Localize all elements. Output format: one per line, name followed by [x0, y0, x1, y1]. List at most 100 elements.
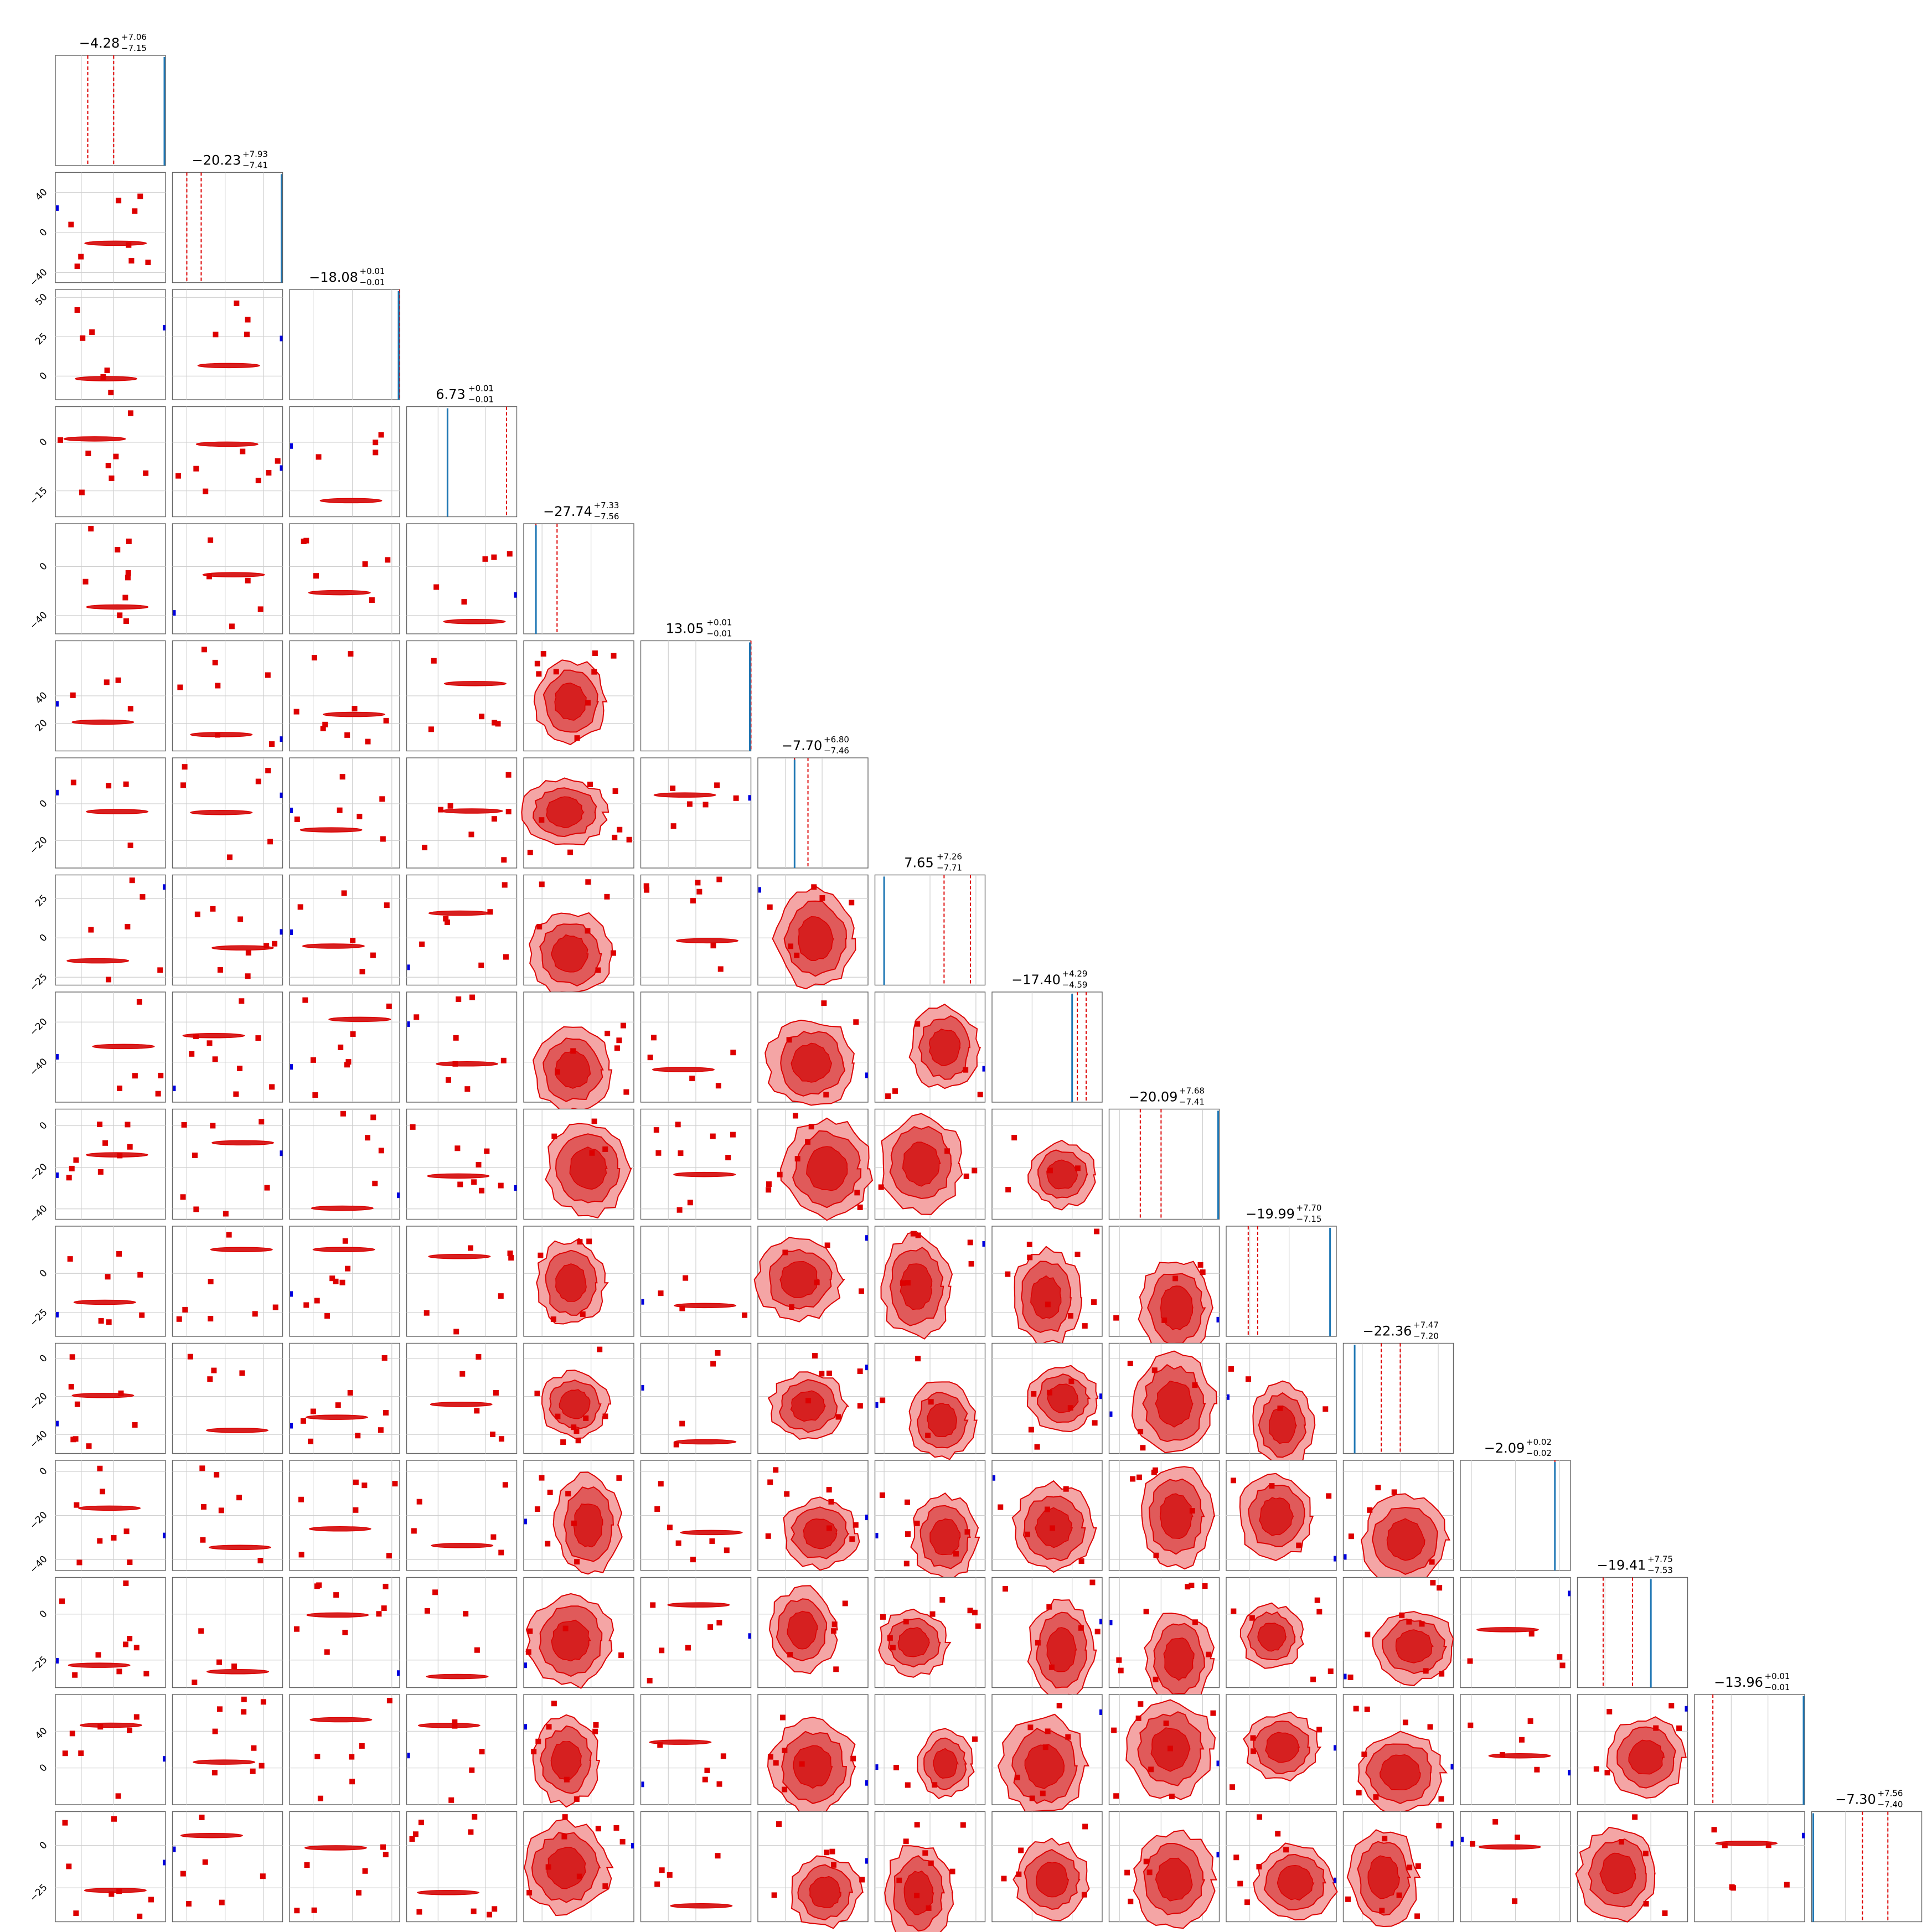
panel-frame — [55, 55, 166, 166]
sample-point — [574, 1796, 580, 1802]
sample-point — [1042, 1744, 1048, 1750]
sample-point — [501, 857, 507, 863]
sample-point — [611, 653, 617, 659]
sample-point — [1146, 1869, 1153, 1876]
sample-point — [310, 1057, 316, 1063]
sample-point — [212, 1056, 218, 1062]
sample-point — [586, 1238, 592, 1244]
sample-point — [469, 994, 475, 1000]
scatter-panel-12-11 — [1342, 1460, 1454, 1585]
sample-point — [223, 1211, 229, 1217]
sample-point — [357, 813, 363, 819]
sample-point — [495, 721, 501, 727]
sample-point — [350, 938, 356, 944]
sample-point — [835, 1414, 841, 1420]
scatter-panel-15-12: −40−200 — [1460, 1811, 1571, 1923]
sample-point — [805, 1139, 811, 1145]
sample-point — [1316, 1727, 1323, 1733]
sample-point — [479, 1187, 485, 1194]
sample-point — [1094, 1629, 1101, 1635]
sample-point — [100, 1489, 106, 1495]
scatter-panel-8-1 — [172, 991, 283, 1103]
truth-marker — [280, 792, 283, 798]
sample-point — [437, 807, 443, 813]
sample-point — [1231, 1608, 1237, 1614]
sample-point — [794, 1156, 800, 1162]
sample-point — [788, 943, 794, 949]
sample-point — [500, 1057, 507, 1063]
y-tick-label: 0 — [38, 370, 50, 383]
sample-point — [109, 475, 115, 481]
sample-point — [1082, 1823, 1088, 1830]
sample-point — [194, 911, 200, 917]
scatter-panel-14-1 — [172, 1694, 283, 1805]
truth-marker — [1461, 1836, 1464, 1842]
truth-marker — [1216, 1316, 1220, 1323]
sample-point — [1784, 1882, 1790, 1888]
title-lower-err: −0.01 — [707, 629, 732, 639]
sample-point — [62, 1750, 68, 1757]
sample-point — [805, 1398, 812, 1404]
scatter-panel-11-1 — [172, 1342, 283, 1454]
sample-point — [928, 1399, 934, 1405]
sample-point — [1027, 1724, 1034, 1730]
truth-marker — [163, 1756, 166, 1762]
sample-point — [175, 473, 182, 479]
scatter-panel-12-5 — [640, 1460, 752, 1571]
sample-point — [1557, 1654, 1563, 1660]
density-contour-flat — [206, 1668, 270, 1675]
sample-point — [70, 692, 76, 698]
sample-point — [773, 1760, 779, 1766]
density-contour-flat — [193, 1759, 256, 1765]
sample-point — [742, 1312, 748, 1318]
sample-point — [193, 1206, 199, 1212]
sample-point — [812, 1353, 818, 1359]
sample-point — [345, 1059, 352, 1065]
sample-point — [353, 1507, 359, 1513]
sample-point — [378, 1148, 384, 1154]
density-contour-flat — [652, 1067, 715, 1072]
y-tick-label: −40 — [28, 1056, 50, 1078]
sample-point — [125, 575, 131, 581]
sample-point — [244, 332, 250, 338]
sample-point — [1056, 1703, 1062, 1709]
sample-point — [229, 623, 235, 629]
sample-point — [953, 1551, 959, 1557]
scatter-panel-14-11 — [1342, 1694, 1454, 1815]
sample-point — [1040, 1790, 1046, 1796]
scatter-panel-2-0: 0 25 50 — [33, 289, 166, 400]
sample-point — [492, 720, 498, 726]
sample-point — [602, 1146, 608, 1153]
sample-point — [1399, 1612, 1405, 1618]
panel-frame — [172, 523, 283, 634]
sample-point — [97, 1724, 104, 1730]
truth-marker — [524, 1662, 527, 1668]
title-lower-err: −7.41 — [242, 161, 268, 171]
panel-frame — [289, 289, 400, 400]
sample-point — [479, 1749, 485, 1755]
sample-point — [69, 1730, 75, 1737]
sample-point — [212, 659, 218, 665]
sample-point — [86, 1443, 92, 1449]
sample-point — [547, 1489, 553, 1495]
sample-point — [1067, 1313, 1073, 1319]
sample-point — [1027, 1254, 1033, 1261]
title-lower-err: −7.20 — [1413, 1331, 1439, 1341]
sample-point — [1402, 1719, 1408, 1726]
sample-point — [303, 538, 309, 544]
sample-point — [380, 1844, 386, 1850]
sample-point — [461, 599, 467, 605]
y-tick-label: −15 — [28, 485, 50, 507]
scatter-panel-14-0: 0 40 — [33, 1694, 166, 1805]
sample-point — [702, 1776, 708, 1783]
sample-point — [675, 1540, 681, 1546]
sample-point — [372, 1180, 378, 1186]
sample-point — [1143, 1858, 1149, 1864]
sample-point — [534, 1391, 540, 1397]
sample-point — [68, 1384, 74, 1390]
sample-point — [1034, 1444, 1040, 1450]
truth-marker — [875, 1402, 879, 1408]
sample-point — [453, 1329, 459, 1335]
y-tick-label: 0 — [38, 1608, 50, 1620]
